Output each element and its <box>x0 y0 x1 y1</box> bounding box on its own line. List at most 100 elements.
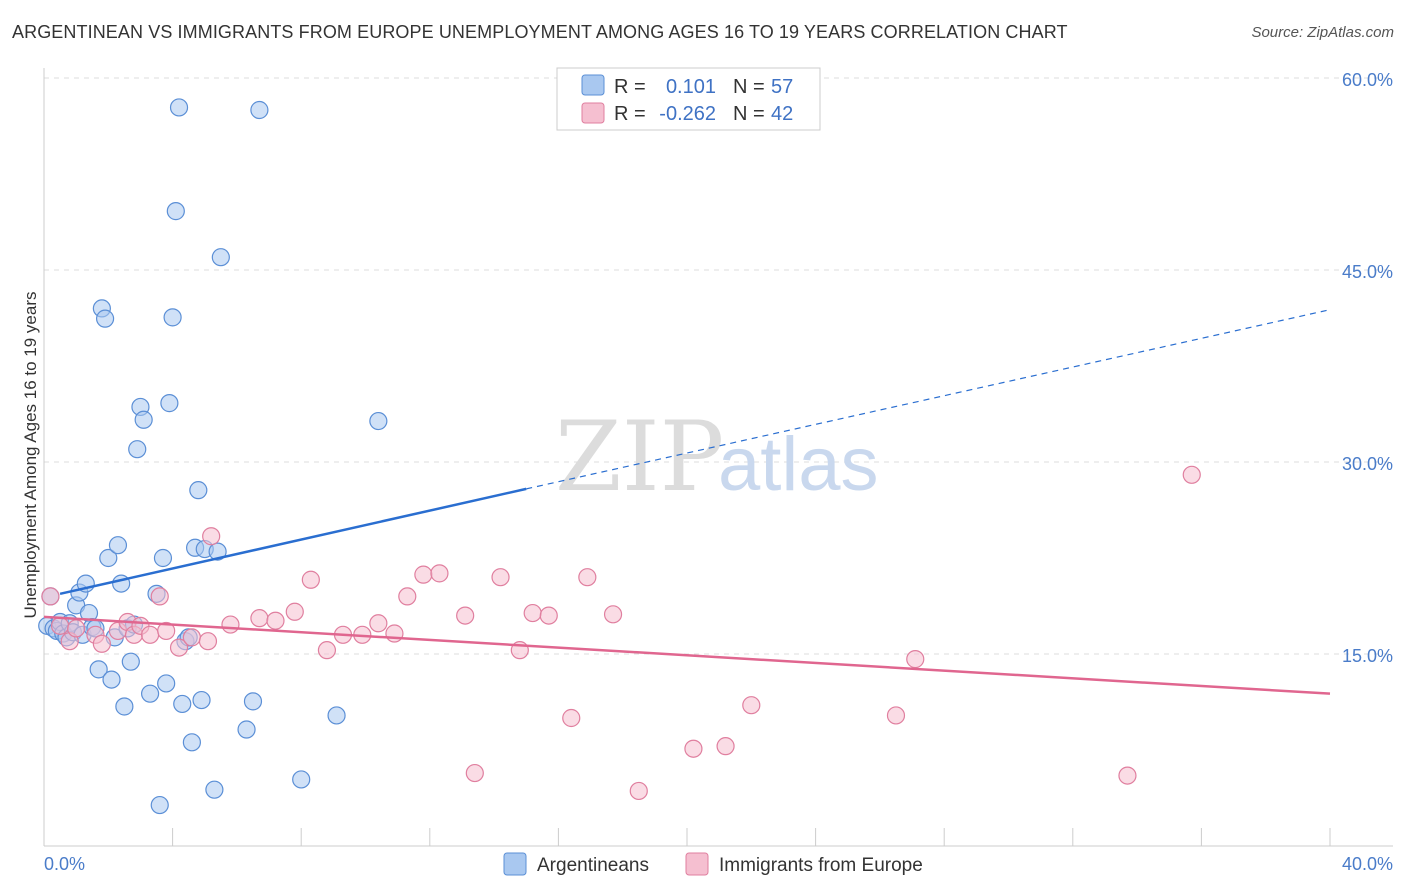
immigrants-point-29 <box>430 564 449 583</box>
y-tick-labels: 15.0% 30.0% 45.0% 60.0% <box>1342 70 1393 666</box>
y-tick-label-1: 30.0% <box>1342 454 1393 474</box>
immigrants-point-38 <box>603 605 623 624</box>
argentineans-point-45 <box>189 481 208 500</box>
argentineans-point-56 <box>369 411 388 431</box>
argentineans-point-18 <box>95 309 115 328</box>
immigrants-point-0 <box>41 587 60 606</box>
immigrants-point-30 <box>456 606 475 625</box>
immigrants-point-40 <box>684 739 703 758</box>
immigrants-point-37 <box>578 568 597 587</box>
legend-pink-swatch <box>581 102 605 124</box>
immigrants-point-39 <box>629 781 648 801</box>
stats-legend: R = 0.101 N = 57 R = -0.262 N = 42 <box>556 67 821 131</box>
legend-r-value-1: 0.101 <box>666 76 716 98</box>
argentineans-point-22 <box>108 536 128 555</box>
immigrants-point-13 <box>169 638 189 657</box>
immigrants-point-5 <box>92 634 111 653</box>
immigrants-point-16 <box>202 527 221 546</box>
argentineans-point-52 <box>243 692 263 711</box>
immigrants-point-15 <box>198 632 218 651</box>
immigrants-point-32 <box>491 568 510 587</box>
legend-r-label-1: R = <box>614 76 646 98</box>
argentineans-point-43 <box>182 733 201 752</box>
immigrants-point-31 <box>465 763 484 783</box>
argentineans-point-54 <box>292 770 311 789</box>
argentineans-point-50 <box>211 248 230 267</box>
legend-r-value-2: -0.262 <box>659 103 716 125</box>
immigrants-point-21 <box>301 570 320 589</box>
legend-r-label-2: R = <box>614 103 646 125</box>
immigrants-point-25 <box>369 614 388 633</box>
argentineans-point-53 <box>250 100 269 120</box>
trend-lines <box>43 309 1331 695</box>
argentineans-trend-solid <box>59 487 527 596</box>
argentineans-point-38 <box>166 202 185 221</box>
legend-n-value-2: 42 <box>771 103 793 125</box>
x-tick-label-max: 40.0% <box>1342 854 1393 874</box>
immigrants-point-34 <box>523 603 542 623</box>
immigrants-point-41 <box>716 737 735 756</box>
immigrants-point-3 <box>67 619 86 638</box>
argentineans-point-37 <box>163 308 182 327</box>
argentineans-point-33 <box>150 795 169 815</box>
y-tick-label-3: 60.0% <box>1342 70 1393 90</box>
immigrants-point-20 <box>285 602 304 621</box>
argentineans-point-31 <box>140 684 160 703</box>
immigrants-point-1 <box>50 616 70 635</box>
argentineans-trend-dashed <box>526 309 1331 490</box>
watermark-zip: ZIP <box>555 401 724 513</box>
immigrants-point-22 <box>317 641 337 660</box>
immigrants-point-42 <box>742 696 761 715</box>
axes <box>43 68 1393 847</box>
watermark-atlas: atlas <box>718 422 879 507</box>
immigrants-trend-solid <box>43 615 1331 695</box>
argentineans-point-35 <box>157 674 176 693</box>
immigrants-point-36 <box>562 708 581 728</box>
argentineans-point-28 <box>128 440 147 459</box>
immigrants-points <box>41 465 1201 801</box>
legend-n-label-2: N = <box>733 103 765 125</box>
immigrants-point-26 <box>385 624 404 643</box>
argentineans-point-26 <box>121 652 140 671</box>
argentineans-point-34 <box>153 548 173 568</box>
y-tick-label-2: 45.0% <box>1342 262 1393 282</box>
legend-immigrants-swatch <box>685 852 709 876</box>
immigrants-point-14 <box>182 628 201 647</box>
immigrants-point-35 <box>539 606 558 625</box>
argentineans-point-48 <box>205 780 224 799</box>
chart-title: ARGENTINEAN VS IMMIGRANTS FROM EUROPE UN… <box>12 22 1068 42</box>
legend-blue-swatch <box>581 74 605 96</box>
immigrants-point-19 <box>266 611 285 630</box>
immigrants-point-17 <box>221 615 240 634</box>
legend-immigrants-label: Immigrants from Europe <box>719 855 923 876</box>
argentineans-point-36 <box>160 394 179 413</box>
y-tick-label-0: 15.0% <box>1342 646 1393 666</box>
y-axis-label: Unemployment Among Ages 16 to 19 years <box>21 292 40 619</box>
argentineans-points <box>38 98 388 815</box>
argentineans-point-55 <box>327 706 346 725</box>
source-label: Source: ZipAtlas.com <box>1251 24 1394 41</box>
immigrants-point-27 <box>398 587 417 606</box>
argentineans-point-30 <box>134 410 153 429</box>
immigrants-point-18 <box>250 609 269 628</box>
immigrants-point-45 <box>1118 766 1137 785</box>
argentineans-point-20 <box>102 670 121 689</box>
argentineans-point-40 <box>173 694 192 714</box>
immigrants-point-43 <box>886 706 906 725</box>
argentineans-point-51 <box>237 720 256 739</box>
immigrants-point-46 <box>1182 465 1201 484</box>
argentineans-point-24 <box>115 697 134 716</box>
immigrants-point-44 <box>906 650 925 669</box>
argentineans-point-46 <box>192 690 211 710</box>
legend-argentineans-label: Argentineans <box>537 855 649 876</box>
argentineans-point-39 <box>169 98 189 117</box>
grid <box>44 77 1393 655</box>
legend-n-label-1: N = <box>733 76 765 98</box>
argentineans-point-19 <box>99 548 118 568</box>
legend-argentineans-swatch <box>503 852 527 876</box>
argentineans-point-16 <box>89 660 108 679</box>
argentineans-point-49 <box>208 542 227 561</box>
immigrants-point-28 <box>414 565 433 584</box>
immigrants-point-10 <box>140 625 160 644</box>
